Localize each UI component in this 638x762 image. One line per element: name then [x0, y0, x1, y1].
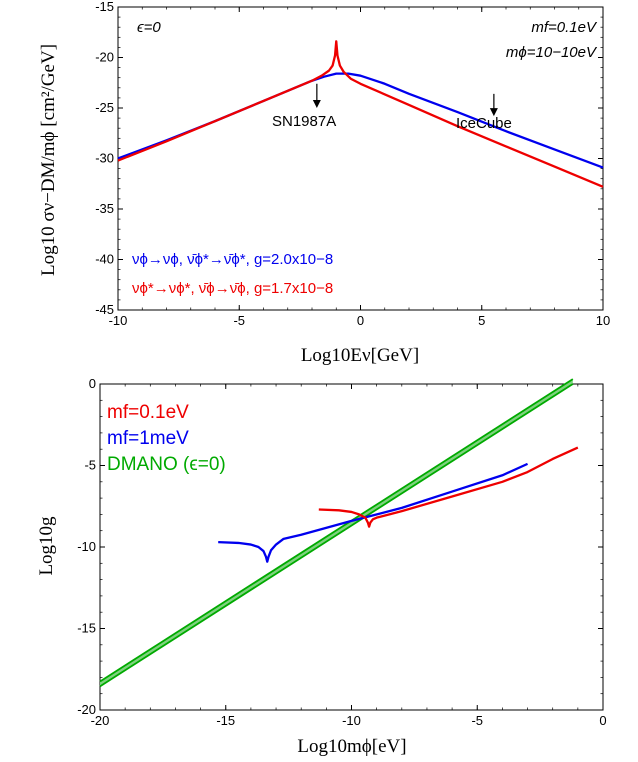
- x-tick-label: -5: [233, 313, 245, 328]
- x-tick-label: -20: [91, 713, 110, 728]
- bottom-chart-x-ticks: -20 -15 -10 -5 0: [91, 384, 607, 728]
- top-series-blue-line: [117, 72, 604, 169]
- bottom-chart-series: [99, 378, 579, 688]
- arrow-head-icecube: [489, 108, 498, 117]
- y-tick-label: -15: [77, 621, 96, 636]
- x-tick-label: -10: [109, 313, 128, 328]
- top-x-axis-label: Log10Eν[GeV]: [301, 345, 419, 366]
- y-tick-label: -5: [84, 458, 96, 473]
- y-tick-label: -30: [95, 151, 114, 166]
- bottom-legend-green: DMANO (ϵ=0): [107, 454, 226, 475]
- mf-annotation: mf=0.1eV: [531, 19, 598, 36]
- y-tick-label: 0: [89, 376, 96, 391]
- sn1987a-label: SN1987A: [272, 113, 336, 130]
- y-tick-label: -45: [95, 302, 114, 317]
- y-tick-label: -20: [77, 702, 96, 717]
- dmano-band-upper-line: [99, 378, 574, 683]
- bottom-chart-y-ticks: 0 -5 -10 -15 -20: [77, 376, 603, 717]
- x-tick-label: 10: [596, 313, 610, 328]
- x-tick-label: 0: [599, 713, 606, 728]
- bottom-legend-red: mf=0.1eV: [107, 402, 189, 423]
- dmano-band-lower-line: [99, 383, 574, 688]
- y-tick-label: -25: [95, 100, 114, 115]
- top-legend-red: νϕ*→νϕ*, ν̄ϕ→ν̄ϕ, g=1.7x10−8: [132, 280, 333, 297]
- bottom-y-axis-label: Log10g: [36, 516, 57, 576]
- dmano-band-fill: [100, 379, 573, 687]
- top-chart: -10 -5 0 5 10 -15 -20 -25 -30 -35 -40 -45 ϵ=0 mf=0…: [38, 0, 610, 366]
- top-y-axis-label: Log10 σν−DM/mϕ [cm²/GeV]: [38, 44, 59, 276]
- icecube-label: IceCube: [456, 115, 512, 132]
- bottom-legend-blue: mf=1meV: [107, 428, 189, 449]
- x-tick-label: -5: [471, 713, 483, 728]
- y-tick-label: -15: [95, 0, 114, 14]
- mphi-annotation: mϕ=10−10eV: [506, 44, 598, 61]
- top-chart-x-ticks: -10 -5 0 5 10: [109, 7, 610, 328]
- top-chart-arrows: [312, 83, 498, 117]
- y-tick-label: -20: [95, 50, 114, 65]
- x-tick-label: -15: [216, 713, 235, 728]
- x-tick-label: 0: [357, 313, 364, 328]
- bottom-series-blue-line: [218, 462, 529, 563]
- top-series-red-line: [117, 40, 604, 188]
- top-legend-blue: νϕ→νϕ, ν̄ϕ*→ν̄ϕ*, g=2.0x10−8: [132, 251, 333, 268]
- top-chart-y-ticks: -15 -20 -25 -30 -35 -40 -45: [95, 0, 603, 317]
- x-tick-label: -10: [342, 713, 361, 728]
- epsilon-annotation: ϵ=0: [137, 19, 161, 36]
- bottom-x-axis-label: Log10mϕ[eV]: [297, 736, 406, 757]
- y-tick-label: -10: [77, 539, 96, 554]
- y-tick-label: -40: [95, 252, 114, 267]
- x-tick-label: 5: [478, 313, 485, 328]
- y-tick-label: -35: [95, 201, 114, 216]
- bottom-series-red-line: [318, 446, 579, 528]
- bottom-chart: -20 -15 -10 -5 0 0 -5 -10 -15 -20 mf=0.1eV mf=1m…: [36, 376, 607, 757]
- arrow-head-sn1987a: [312, 100, 321, 108]
- top-chart-series: [117, 40, 604, 188]
